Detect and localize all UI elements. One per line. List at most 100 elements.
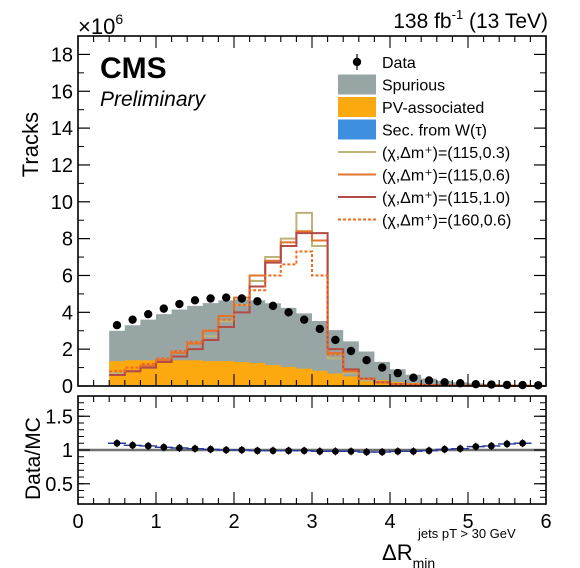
ratio-point bbox=[488, 442, 495, 450]
ratio-point bbox=[207, 445, 215, 453]
ratio-point bbox=[441, 445, 448, 453]
legend-label: (χ,Δm⁺)=(115,0.3) bbox=[382, 145, 510, 162]
ratio-y-tick-label: 0.5 bbox=[45, 474, 73, 496]
ratio-y-axis-label: Data/MC bbox=[22, 417, 45, 500]
ratio-point bbox=[472, 443, 480, 451]
legend-label: (χ,Δm⁺)=(160,0.6) bbox=[382, 213, 511, 230]
signal-curve-3 bbox=[109, 250, 546, 387]
ratio-y-tick-label: 1.5 bbox=[45, 406, 73, 428]
legend-label: Spurious bbox=[382, 78, 445, 95]
legend-swatch bbox=[338, 74, 376, 95]
x-tick-label: 3 bbox=[306, 511, 317, 533]
ratio-point bbox=[503, 440, 511, 448]
ratio-point bbox=[176, 444, 183, 452]
legend: Data Spurious PV-associated Sec. from W(τ) (… bbox=[338, 54, 511, 230]
data-point bbox=[378, 363, 387, 372]
legend-label: PV-associated bbox=[382, 100, 484, 117]
ratio-point bbox=[347, 447, 355, 455]
ratio-point bbox=[410, 447, 417, 455]
preliminary-label: Preliminary bbox=[100, 88, 207, 111]
ratio-y-tick-label: 1 bbox=[62, 440, 73, 462]
lumi-label: 138 fb-1 (13 TeV) bbox=[393, 7, 548, 33]
legend-label: (χ,Δm⁺)=(115,0.6) bbox=[382, 168, 510, 185]
ratio-point bbox=[285, 447, 292, 455]
legend-marker bbox=[352, 57, 362, 67]
ratio-point bbox=[144, 442, 152, 450]
stack-pv-associated bbox=[109, 360, 546, 386]
cms-label: CMS bbox=[100, 52, 167, 85]
ratio-point bbox=[238, 446, 246, 454]
y-tick-label: 6 bbox=[62, 265, 73, 287]
data-point bbox=[440, 378, 449, 387]
legend-label: (χ,Δm⁺)=(115,1.0) bbox=[382, 190, 510, 207]
ratio-point bbox=[363, 448, 370, 456]
legend-label: Data bbox=[382, 55, 416, 72]
y-tick-label: 14 bbox=[51, 118, 73, 140]
x-tick-label: 6 bbox=[540, 511, 551, 533]
ratio-point bbox=[269, 447, 277, 455]
x-axis-label-superscript: jets pT > 30 GeV bbox=[417, 526, 516, 541]
x-tick-label: 5 bbox=[462, 511, 473, 533]
ratio-point bbox=[316, 447, 324, 455]
data-point bbox=[268, 301, 278, 311]
data-point bbox=[518, 380, 527, 390]
y-tick-label: 4 bbox=[62, 302, 73, 324]
data-points bbox=[112, 293, 543, 390]
y-tick-label: 16 bbox=[51, 81, 73, 103]
ratio-point bbox=[254, 447, 261, 455]
data-point bbox=[331, 335, 340, 345]
y-tick-label: 2 bbox=[62, 339, 73, 361]
y-axis-label: Tracks bbox=[18, 112, 43, 177]
ratio-point bbox=[160, 443, 168, 451]
data-point bbox=[206, 294, 215, 303]
data-point bbox=[315, 324, 324, 334]
data-point bbox=[175, 299, 184, 309]
data-point bbox=[159, 304, 168, 313]
y-tick-label: 12 bbox=[51, 155, 73, 177]
y-tick-label: 0 bbox=[62, 376, 73, 398]
data-point bbox=[190, 296, 200, 305]
data-point bbox=[112, 321, 122, 330]
x-axis-label: ΔRmin bbox=[382, 540, 435, 568]
ratio-point bbox=[129, 441, 137, 449]
data-point bbox=[502, 380, 512, 390]
data-point bbox=[284, 308, 293, 317]
data-point bbox=[471, 379, 480, 389]
ratio-point bbox=[191, 445, 199, 453]
main-frame bbox=[77, 35, 547, 387]
ratio-point bbox=[332, 447, 339, 455]
data-point bbox=[424, 376, 434, 385]
ratio-point bbox=[456, 445, 464, 453]
y-exponent: ×106 bbox=[78, 11, 123, 39]
data-point bbox=[487, 380, 496, 389]
x-tick-label: 0 bbox=[72, 511, 83, 533]
ratio-point bbox=[425, 447, 433, 455]
ratio-points bbox=[108, 439, 532, 457]
data-point bbox=[144, 309, 153, 319]
data-point bbox=[393, 368, 402, 378]
data-point bbox=[300, 315, 309, 324]
ratio-axes: 0.5 1 1.5 0 1 2 3 4 5 6 bbox=[45, 396, 552, 533]
data-point bbox=[346, 346, 356, 356]
data-point bbox=[362, 356, 371, 365]
main-axes: 0 2 4 6 8 10 12 14 16 18 bbox=[51, 36, 547, 398]
data-point bbox=[222, 293, 231, 302]
ratio-point bbox=[378, 448, 386, 456]
legend-label: Sec. from W(τ) bbox=[382, 123, 487, 140]
data-point bbox=[128, 315, 137, 324]
data-point bbox=[253, 297, 262, 306]
y-tick-label: 18 bbox=[51, 44, 73, 66]
y-tick-label: 10 bbox=[51, 192, 73, 214]
ratio-point bbox=[222, 446, 230, 454]
ratio-point bbox=[394, 447, 402, 455]
x-tick-label: 1 bbox=[150, 511, 161, 533]
y-tick-label: 8 bbox=[62, 229, 73, 251]
x-tick-label: 4 bbox=[384, 511, 395, 533]
ratio-point bbox=[113, 439, 121, 447]
data-point bbox=[237, 294, 246, 303]
x-tick-label: 2 bbox=[228, 511, 239, 533]
ratio-frame bbox=[77, 395, 547, 505]
ratio-point bbox=[519, 439, 526, 447]
legend-swatch bbox=[338, 97, 376, 117]
